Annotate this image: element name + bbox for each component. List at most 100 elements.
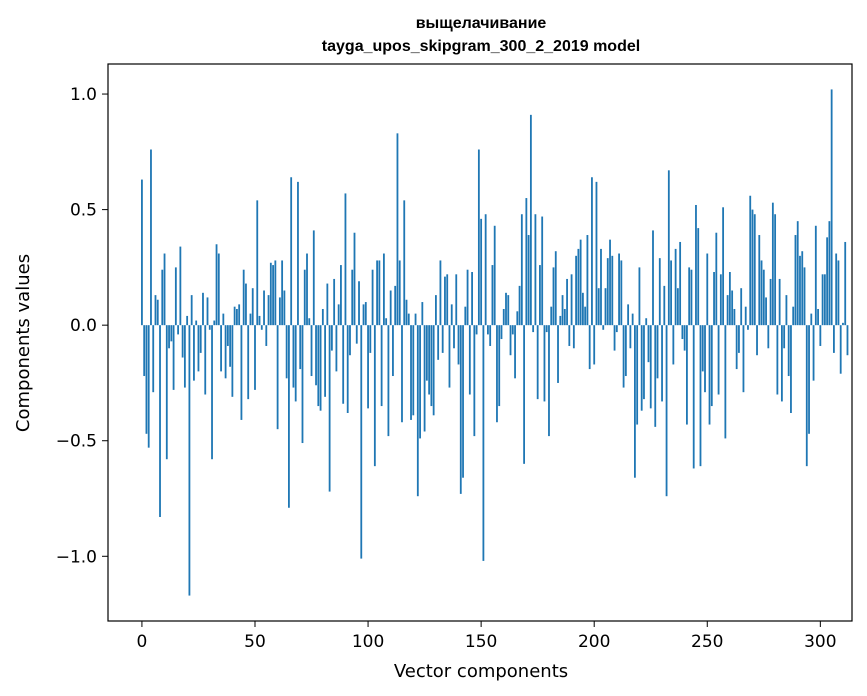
bar <box>817 308 819 326</box>
bar <box>600 248 602 326</box>
bar <box>179 246 182 326</box>
bar <box>407 313 410 326</box>
bar <box>197 325 200 372</box>
bar <box>315 325 317 386</box>
bar <box>534 214 537 326</box>
bar <box>482 325 485 561</box>
bar <box>317 325 320 407</box>
bar <box>572 325 575 349</box>
bar <box>199 325 202 353</box>
bar <box>541 216 544 326</box>
bar <box>622 325 625 388</box>
bar <box>333 278 336 326</box>
chart-subtitle: tayga_upos_skipgram_300_2_2019 model <box>322 38 640 55</box>
bar <box>475 325 478 335</box>
bar <box>844 241 847 326</box>
bar <box>238 304 241 326</box>
bar <box>552 267 555 326</box>
bar <box>276 325 279 430</box>
bar <box>679 241 682 326</box>
bar <box>778 278 781 326</box>
bar <box>446 274 449 326</box>
bar <box>165 325 168 460</box>
chart-title: выщелачивание <box>416 15 547 32</box>
bar <box>294 325 297 402</box>
bar <box>222 313 225 326</box>
bar <box>308 318 311 326</box>
bar <box>423 325 426 432</box>
bar <box>453 325 455 349</box>
bar <box>156 299 159 326</box>
bar <box>740 288 743 326</box>
bar <box>258 315 261 326</box>
bar <box>283 290 286 326</box>
bar <box>471 272 473 326</box>
bar <box>796 221 799 326</box>
bar <box>249 313 252 326</box>
bar <box>410 325 412 420</box>
bar <box>790 325 792 413</box>
bar <box>459 325 462 494</box>
bar <box>299 325 302 370</box>
bar <box>568 325 571 346</box>
bar <box>202 292 204 326</box>
bar <box>290 177 293 326</box>
bar <box>172 325 175 390</box>
bar <box>516 311 519 326</box>
bar <box>670 260 672 326</box>
bar <box>439 260 442 326</box>
bar <box>672 325 675 365</box>
bar <box>484 214 487 326</box>
bar <box>496 325 498 423</box>
bar <box>529 114 532 326</box>
bar <box>346 325 349 413</box>
plot-frame <box>107 63 853 622</box>
bar <box>794 235 797 326</box>
bar <box>403 200 406 326</box>
bar <box>206 297 209 326</box>
bar <box>821 274 824 326</box>
bar <box>428 325 431 395</box>
bar <box>163 253 166 326</box>
bar <box>380 325 383 407</box>
bar <box>706 253 709 326</box>
x-tick-label: 250 <box>691 632 723 652</box>
bar <box>839 325 842 374</box>
bar <box>620 260 623 326</box>
bar <box>306 253 308 326</box>
bar <box>624 325 627 377</box>
bar <box>500 325 503 340</box>
bar <box>145 325 148 434</box>
bar <box>771 202 774 326</box>
bar <box>147 325 150 448</box>
bar <box>272 265 274 326</box>
bar <box>554 251 557 326</box>
bar <box>312 230 315 326</box>
bar <box>401 325 403 423</box>
bar <box>321 308 324 326</box>
bar <box>385 318 388 326</box>
bar <box>349 325 351 356</box>
bar <box>663 285 666 326</box>
bar <box>242 269 245 326</box>
bar <box>441 325 444 353</box>
bar <box>351 269 354 326</box>
bar <box>154 295 157 326</box>
bar <box>591 177 593 326</box>
bar <box>749 195 752 326</box>
bar <box>634 325 636 478</box>
bar <box>744 306 747 326</box>
bar <box>595 181 598 326</box>
bar <box>690 269 693 326</box>
bar <box>810 313 813 326</box>
bar <box>593 325 596 365</box>
bar <box>181 325 184 358</box>
bar <box>545 325 548 333</box>
bar <box>328 325 331 492</box>
bar <box>765 297 767 326</box>
bar <box>340 265 342 326</box>
bar <box>143 325 146 377</box>
bar <box>701 325 704 372</box>
bar <box>665 325 668 497</box>
bar <box>159 325 161 517</box>
